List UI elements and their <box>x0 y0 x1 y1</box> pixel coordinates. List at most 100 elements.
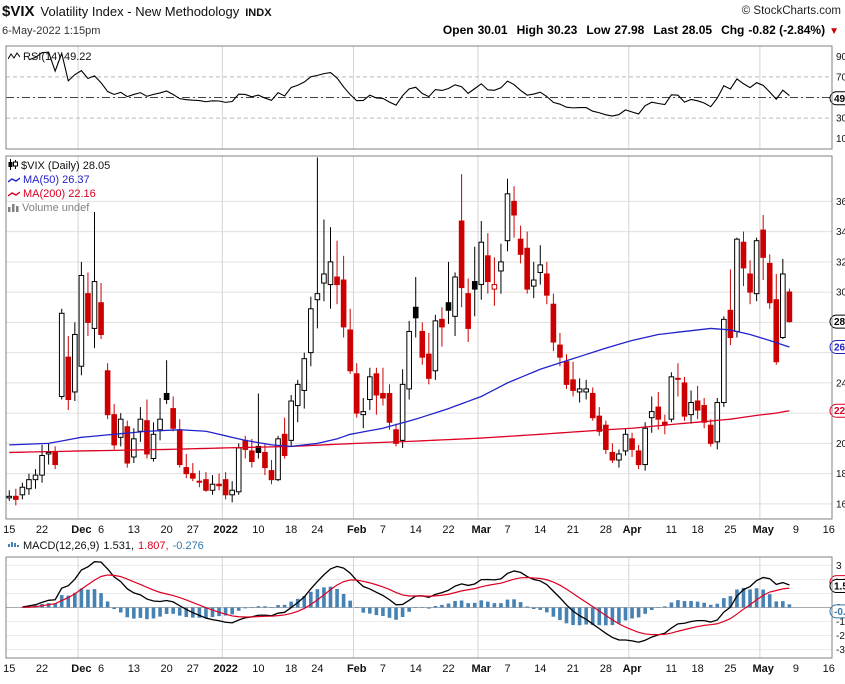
candle <box>124 426 131 464</box>
candle <box>353 373 360 414</box>
macd-histogram-bar <box>400 607 405 618</box>
candle <box>52 451 58 466</box>
x-tick-label: 14 <box>534 524 546 536</box>
macd-histogram-bar <box>722 598 726 608</box>
candle <box>780 273 786 339</box>
x-tick-label: 6 <box>98 663 104 675</box>
candle <box>301 358 308 391</box>
macd-histogram-bar <box>309 591 313 608</box>
macd-histogram-bar <box>210 607 215 618</box>
macd-histogram-bar <box>204 607 208 618</box>
macd-histogram-bar <box>427 607 431 609</box>
candle <box>557 344 563 358</box>
open-value: 30.01 <box>477 23 508 37</box>
macd-histogram-bar <box>446 603 451 608</box>
candle <box>314 293 321 301</box>
macd-histogram-bar <box>531 607 536 610</box>
macd-line-value: 1.531, <box>103 540 135 552</box>
macd-histogram-bar <box>132 607 136 619</box>
x-tick-label: 14 <box>410 524 422 536</box>
y-tick-label: 90 <box>836 52 845 63</box>
x-tick-label: 25 <box>724 663 736 675</box>
x-tick-label: 15 <box>3 663 15 675</box>
x-tick-label: 18 <box>285 663 297 675</box>
x-tick-label: May <box>752 663 774 675</box>
y-axis-labels: 36343230242018169070301030-1-2-328.0526.… <box>829 52 845 656</box>
macd-histogram-bar <box>335 588 339 608</box>
candle <box>170 408 176 429</box>
candle <box>399 383 406 441</box>
candle <box>98 302 104 335</box>
macd-histogram-bar <box>767 594 772 608</box>
candle <box>419 330 426 358</box>
candle <box>675 377 681 380</box>
down-arrow-icon: ▼ <box>829 26 839 37</box>
candle <box>157 418 163 431</box>
candle <box>386 392 393 423</box>
candle <box>406 330 412 390</box>
macd-histogram-bar <box>505 599 510 608</box>
macd-legend: MACD(12,26,9) 1.531, 1.807, -0.276 <box>8 540 204 554</box>
candle <box>766 262 773 304</box>
value-marker-label: 49.22 <box>834 94 845 105</box>
x-tick-label: 24 <box>311 524 323 536</box>
x-tick-label: 11 <box>666 663 677 675</box>
gridlines <box>6 46 832 658</box>
x-tick-label: 18 <box>691 663 703 675</box>
chg-label: Chg <box>721 23 745 37</box>
macd-histogram-bar <box>715 603 720 608</box>
candle <box>550 303 557 343</box>
macd-histogram-bar <box>145 607 149 620</box>
candle <box>72 333 78 393</box>
x-tick-label: Feb <box>347 524 367 536</box>
candle <box>117 418 124 438</box>
candle <box>183 467 190 475</box>
candle <box>209 483 216 491</box>
macd-histogram-bar <box>597 607 602 626</box>
candle <box>294 383 301 407</box>
macd-histogram-bar <box>433 606 438 608</box>
value-marker <box>829 403 845 418</box>
copyright: © StockCharts.com <box>741 5 841 17</box>
y-tick-label: 36 <box>836 197 845 208</box>
candle <box>275 438 281 481</box>
candle <box>622 433 629 452</box>
macd-histogram-bar <box>263 606 267 608</box>
macd-histogram-bar <box>53 603 57 608</box>
x-tick-label: 2022 <box>213 524 237 536</box>
macd-histogram-bar <box>545 607 549 613</box>
ma200-legend-row: MA(200) 22.16 <box>7 188 110 202</box>
macd-histogram-bar <box>86 589 90 608</box>
candle <box>544 273 550 296</box>
macd-histogram-bar <box>604 607 608 626</box>
candle <box>642 427 648 466</box>
candle <box>655 406 662 420</box>
x-tick-label: 28 <box>600 524 612 536</box>
macd-histogram-bar <box>538 607 543 610</box>
x-tick-label: 11 <box>666 524 677 536</box>
candle <box>760 229 766 258</box>
macd-histogram-bar <box>571 607 575 626</box>
x-tick-label: Apr <box>623 663 643 675</box>
rsi-panel-border <box>5 45 833 150</box>
macd-histogram-bar <box>649 607 654 611</box>
macd-histogram-bar <box>407 607 411 612</box>
x-tick-label: Dec <box>71 663 91 675</box>
y-tick-label: 3 <box>836 561 842 572</box>
candle <box>176 429 183 466</box>
macd-histogram-bar <box>656 607 661 608</box>
macd-histogram-bar <box>354 607 359 608</box>
macd-signal-line <box>22 574 790 636</box>
macd-histogram-bar <box>368 607 372 614</box>
y-tick-label: 32 <box>836 257 845 268</box>
macd-histogram-bar <box>466 603 470 608</box>
x-tick-label: 27 <box>187 663 199 675</box>
macd-histogram-bar <box>256 606 261 608</box>
macd-panel <box>20 561 792 643</box>
macd-histogram-bar <box>73 592 77 608</box>
candle <box>714 402 721 443</box>
x-tick-label: 16 <box>823 663 835 675</box>
price-panel-border <box>5 155 833 520</box>
candle <box>485 255 491 283</box>
